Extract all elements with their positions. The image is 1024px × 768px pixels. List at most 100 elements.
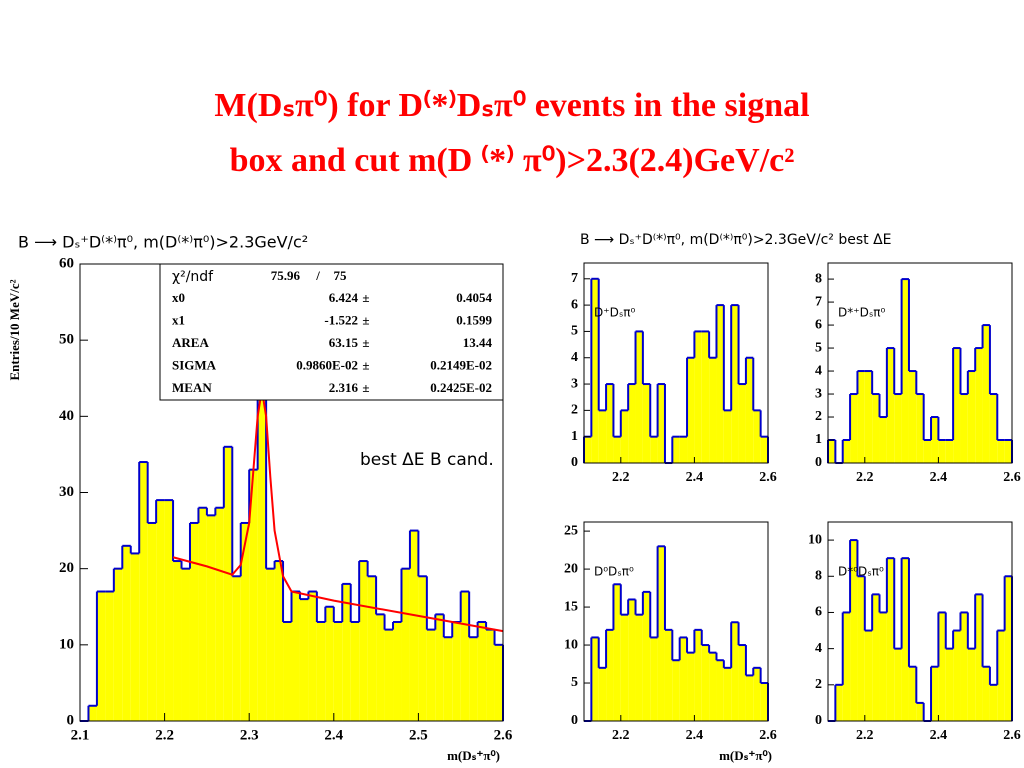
stats-cell: 13.44: [463, 335, 493, 350]
x-tick-label: 2.2: [856, 728, 874, 743]
histogram-bar: [916, 394, 924, 463]
histogram-bar: [694, 331, 702, 463]
y-tick-label: 4: [815, 363, 822, 378]
slide-title: box and cut m(D ⁽*⁾ π⁰)>2.3(2.4)GeV/c²: [230, 142, 795, 179]
stats-header: 75.96: [271, 268, 301, 283]
x-tick-label: 2.6: [759, 470, 777, 485]
histogram-bar: [953, 348, 961, 463]
histogram-bar: [181, 568, 190, 721]
histogram-bar: [886, 348, 895, 463]
histogram-bar: [486, 629, 495, 721]
y-tick-label: 2: [815, 677, 822, 692]
histogram-bar: [606, 384, 614, 463]
histogram-bar: [960, 394, 968, 463]
y-tick-label: 5: [571, 324, 578, 339]
stats-cell: 0.2149E-02: [430, 357, 492, 372]
y-tick-label: 5: [815, 340, 822, 355]
histogram-bar: [745, 357, 754, 463]
histogram-bar: [701, 645, 710, 721]
histogram-bar: [376, 614, 385, 721]
histogram-bar: [716, 305, 724, 463]
histogram-bar: [426, 629, 436, 721]
histogram-bar: [657, 384, 665, 463]
histogram-bar: [650, 436, 658, 463]
histogram-bar: [753, 667, 761, 721]
stats-header: /: [315, 268, 320, 283]
histogram-bar: [1004, 440, 1012, 463]
histogram-bar: [198, 507, 207, 721]
histogram-bar: [679, 436, 688, 463]
x-tick-label: 2.6: [759, 728, 777, 743]
histogram-bar: [409, 530, 419, 721]
histogram-bar: [591, 637, 599, 721]
histogram-bar: [701, 331, 710, 463]
histogram-bar: [613, 584, 621, 721]
histogram-bar: [901, 279, 909, 463]
y-axis-label: Entries/10 MeV/c²: [7, 279, 22, 380]
y-tick-label: 6: [815, 605, 822, 620]
histogram-bar: [989, 394, 998, 463]
histogram-bar: [359, 561, 368, 721]
histogram-bar: [938, 612, 946, 721]
x-tick-label: 2.3: [240, 727, 259, 743]
stats-cell: 6.424: [329, 290, 359, 305]
histogram-bar: [731, 305, 739, 463]
x-tick-label: 2.4: [686, 728, 704, 743]
histogram-bar: [96, 591, 106, 721]
histogram-bar: [842, 440, 851, 463]
panel-label: D*⁰Dₛπ⁰: [838, 565, 884, 579]
histogram-bar: [760, 436, 768, 463]
y-tick-label: 0: [67, 712, 75, 728]
y-tick-label: 3: [571, 376, 578, 391]
histogram-bar: [620, 614, 629, 721]
histogram-bar: [975, 594, 983, 721]
histogram-bar: [606, 629, 614, 721]
y-tick-label: 6: [571, 297, 578, 312]
stats-cell: MEAN: [172, 380, 212, 395]
y-tick-label: 3: [815, 386, 822, 401]
stats-cell: 0.2425E-02: [430, 380, 492, 395]
x-tick-label: 2.6: [494, 727, 513, 743]
stats-cell: x0: [172, 290, 185, 305]
histogram-bar: [672, 660, 680, 721]
histogram-bar: [628, 599, 636, 721]
y-tick-label: 4: [815, 641, 822, 656]
histogram-bar: [828, 440, 836, 463]
histogram-bar: [931, 417, 939, 463]
panel-label: D⁺Dₛπ⁰: [594, 306, 636, 320]
histogram-bar: [206, 515, 216, 721]
histogram-bar: [266, 568, 275, 721]
stats-cell: ±: [362, 290, 369, 305]
histogram-bar: [864, 371, 873, 463]
panel-title: B ⟶ Dₛ⁺D⁽*⁾π⁰, m(D⁽*⁾π⁰)>2.3GeV/c² best …: [580, 232, 892, 248]
histogram-bar: [291, 591, 300, 721]
stats-cell: SIGMA: [172, 357, 217, 372]
histogram-bar: [249, 469, 258, 721]
histogram-bar: [945, 648, 954, 721]
histogram-bar: [316, 621, 326, 721]
histogram-bar: [738, 384, 746, 463]
y-tick-label: 0: [571, 455, 578, 470]
panel-label: D*⁺Dₛπ⁰: [838, 306, 886, 320]
histogram-bar: [850, 540, 858, 721]
histogram-bar: [931, 666, 939, 721]
histogram-bar: [122, 545, 131, 721]
histogram-bar: [857, 576, 865, 721]
histogram-bar: [835, 684, 843, 721]
y-tick-label: 7: [571, 271, 578, 286]
y-tick-label: 60: [59, 255, 74, 271]
histogram-bar: [173, 561, 182, 721]
histogram-bar: [274, 561, 284, 721]
histogram-bar: [308, 591, 317, 721]
histogram-bar: [953, 630, 961, 721]
stats-cell: 63.15: [329, 335, 359, 350]
histogram-bar: [687, 652, 695, 721]
stats-header: χ²/ndf: [172, 269, 214, 285]
plot-frame: [827, 262, 1013, 464]
y-tick-label: 6: [815, 317, 822, 332]
y-tick-label: 40: [59, 408, 74, 424]
stats-box: [159, 263, 504, 401]
histogram-bar: [731, 622, 739, 721]
histogram-bar: [908, 371, 917, 463]
histogram-bar: [982, 325, 990, 463]
